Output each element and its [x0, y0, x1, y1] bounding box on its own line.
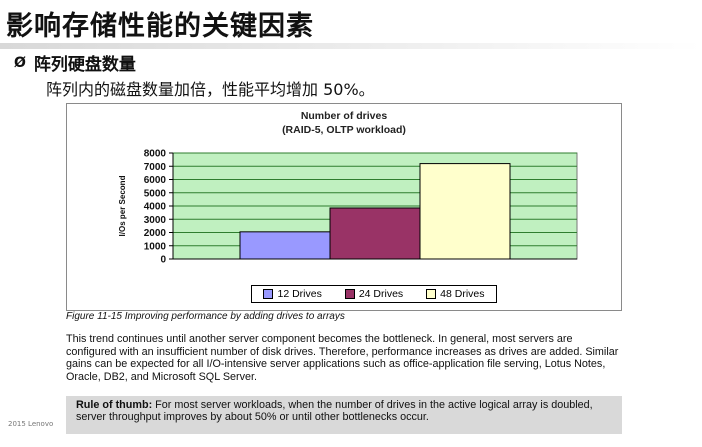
y-axis-label: I/Os per Second	[118, 175, 127, 236]
y-tick-label: 5000	[144, 188, 167, 199]
chart-subtitle: (RAID-5, OLTP workload)	[282, 124, 406, 136]
legend-swatch	[263, 289, 274, 299]
bar-24-drives	[329, 207, 421, 260]
y-tick-label: 3000	[144, 215, 167, 226]
legend-item: 48 Drives	[426, 288, 485, 300]
y-tick-label: 6000	[144, 175, 167, 186]
legend-label: 48 Drives	[440, 288, 485, 300]
legend-item: 24 Drives	[344, 288, 404, 300]
legend-item: 12 Drives	[263, 288, 322, 300]
y-tick-label: 8000	[144, 149, 167, 160]
y-tick-label: 2000	[144, 228, 167, 239]
y-tick-label: 7000	[144, 162, 167, 173]
bar-chart: 0 1000 2000 3000 4000 5000 6000 7000 8000 I/Os pe…	[118, 149, 578, 266]
figure-box: Number of drives (RAID-5, OLTP workload)…	[66, 103, 622, 311]
chart-legend: 12 Drives 24 Drives 48 Drives	[251, 285, 497, 303]
rule-of-thumb-box: Rule of thumb: For most server workloads…	[66, 396, 622, 434]
legend-label: 12 Drives	[277, 288, 322, 300]
bullet-arrow-icon: Ø	[14, 54, 26, 71]
body-paragraph: This trend continues until another serve…	[66, 333, 619, 383]
legend-swatch	[426, 289, 437, 299]
title-underline	[0, 43, 702, 49]
y-tick-label: 0	[160, 255, 166, 266]
footer-text: 2015 Lenovo	[8, 420, 54, 428]
legend-label: 24 Drives	[358, 288, 404, 300]
bullet-text: 阵列硬盘数量	[33, 55, 136, 75]
figure-caption: Figure 11-15 Improving performance by ad…	[66, 311, 345, 322]
bar-48-drives	[419, 163, 511, 260]
y-tick-label: 4000	[144, 202, 167, 213]
sub-text: 阵列内的磁盘数量加倍，性能平均增加 50%。	[46, 80, 375, 99]
bullet-row: Ø 阵列硬盘数量	[14, 50, 136, 76]
bar-12-drives	[239, 231, 331, 260]
legend-swatch	[344, 289, 355, 299]
rule-body: For most server workloads, when the numb…	[76, 399, 593, 423]
y-tick-label: 1000	[144, 241, 167, 252]
rule-of-thumb-text: Rule of thumb: For most server workloads…	[76, 399, 616, 423]
rule-label: Rule of thumb:	[76, 399, 153, 411]
chart-title: Number of drives	[300, 110, 388, 122]
slide-title: 影响存储性能的关键因素	[6, 11, 314, 42]
